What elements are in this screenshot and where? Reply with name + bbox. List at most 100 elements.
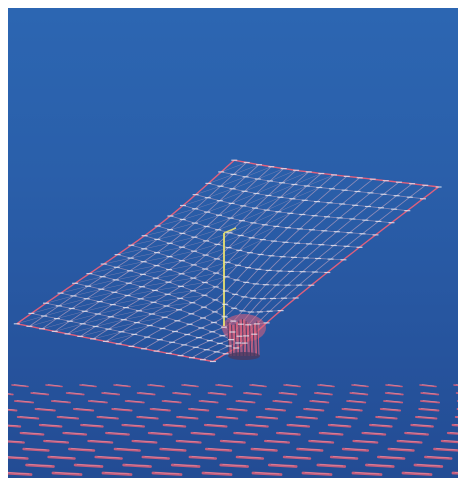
floor-marker: [451, 471, 458, 475]
mesh-diagonal: [130, 252, 158, 259]
floor-marker-highlight: [47, 384, 61, 387]
mesh-diagonal: [142, 269, 170, 275]
floor-marker-highlight: [127, 400, 143, 403]
floor-marker-highlight: [13, 384, 27, 387]
mesh-diagonal: [151, 309, 180, 315]
floor-marker-highlight: [404, 472, 430, 475]
floor-marker: [250, 447, 278, 452]
mesh-diagonal: [117, 248, 145, 255]
floor-marker: [376, 455, 406, 460]
floor-marker-highlight: [139, 392, 153, 395]
floor-marker: [188, 455, 218, 460]
floor-marker: [34, 408, 56, 412]
floor-marker-highlight: [99, 416, 117, 419]
floor-marker-highlight: [178, 440, 199, 443]
floor-marker-highlight: [8, 393, 12, 395]
mesh-diagonal: [227, 252, 250, 263]
floor-marker: [8, 424, 22, 428]
mesh-diagonal: [169, 264, 194, 270]
floor-marker-highlight: [113, 408, 130, 411]
floor-marker: [47, 455, 76, 460]
mesh-diagonal: [128, 277, 156, 284]
mesh-diagonal: [153, 298, 181, 303]
floor-marker: [375, 415, 398, 420]
floor-marker-highlight: [206, 424, 225, 427]
floor-marker-highlight: [387, 392, 402, 395]
mesh-diagonal: [182, 211, 208, 220]
mesh-diagonal: [217, 235, 241, 245]
floor-marker: [50, 400, 71, 404]
floor-marker: [264, 439, 290, 444]
floor-marker: [282, 455, 312, 460]
floor-marker: [204, 447, 233, 452]
floor-marker-highlight: [274, 400, 290, 403]
floor-marker: [414, 415, 438, 420]
mesh-diagonal: [231, 193, 257, 204]
mesh-diagonal: [115, 274, 143, 281]
floor-marker-highlight: [348, 400, 364, 403]
mesh-diagonal: [193, 272, 217, 279]
floor-marker-highlight: [338, 416, 356, 419]
floor-marker: [30, 392, 50, 396]
floor-marker: [316, 463, 347, 468]
floor-marker-highlight: [164, 400, 180, 403]
floor-marker-highlight: [344, 448, 367, 451]
floor-marker: [105, 431, 130, 436]
floor-marker: [181, 384, 199, 388]
floor-marker: [147, 384, 165, 388]
floor-marker: [151, 471, 183, 476]
floor-marker: [215, 384, 233, 388]
vertical-axis-marker: [223, 227, 237, 326]
floor-marker: [396, 439, 423, 444]
floor-marker-highlight: [427, 456, 450, 459]
floor-marker-highlight: [319, 384, 333, 387]
mesh-diagonal: [253, 211, 279, 224]
floor-marker-highlight: [305, 408, 322, 411]
floor-marker-highlight: [8, 408, 15, 411]
floor-marker: [141, 455, 170, 460]
floor-marker-highlight: [162, 448, 184, 451]
mesh-diagonal: [208, 174, 234, 184]
mesh-diagonal: [181, 254, 206, 261]
mesh-diagonal: [170, 208, 196, 217]
floor-marker-highlight: [149, 384, 163, 387]
throat-line: [234, 323, 237, 357]
floor-marker: [149, 408, 171, 412]
mesh-diagonal: [105, 334, 135, 342]
mesh-diagonal: [169, 236, 195, 244]
floor-marker-highlight: [368, 464, 392, 467]
mesh-diagonal: [245, 166, 272, 178]
mesh-diagonal: [256, 182, 283, 194]
throat-line: [237, 321, 240, 357]
floor-marker: [243, 392, 262, 396]
mesh-diagonal: [194, 229, 219, 238]
floor-marker-highlight: [25, 448, 47, 451]
mesh-diagonal: [155, 273, 182, 279]
floor-marker-highlight: [299, 448, 321, 451]
floor-marker: [113, 384, 131, 388]
3d-viewport[interactable]: [8, 8, 458, 478]
throat-line: [245, 321, 248, 357]
floor-marker: [349, 392, 369, 396]
throat-line: [241, 318, 244, 357]
mesh-diagonal: [58, 298, 87, 307]
floor-marker-highlight: [449, 432, 458, 434]
floor-marker-highlight: [399, 440, 420, 443]
mesh-diagonal: [192, 286, 216, 292]
floor-marker: [190, 431, 216, 436]
floor-marker-highlight: [59, 416, 77, 419]
floor-marker: [25, 463, 55, 468]
mesh-diagonal: [239, 239, 263, 251]
floor-marker-highlight: [222, 464, 246, 467]
mesh-diagonal: [84, 304, 113, 312]
floor-marker-highlight: [353, 384, 367, 387]
mesh-diagonal: [29, 318, 57, 327]
mesh-diagonal: [195, 185, 221, 195]
mesh-diagonal: [180, 295, 205, 299]
throat-line: [253, 323, 256, 357]
mesh-diagonal: [129, 265, 157, 272]
mesh-diagonal: [140, 294, 168, 300]
floor-marker: [369, 423, 393, 428]
floor-marker: [301, 471, 333, 476]
